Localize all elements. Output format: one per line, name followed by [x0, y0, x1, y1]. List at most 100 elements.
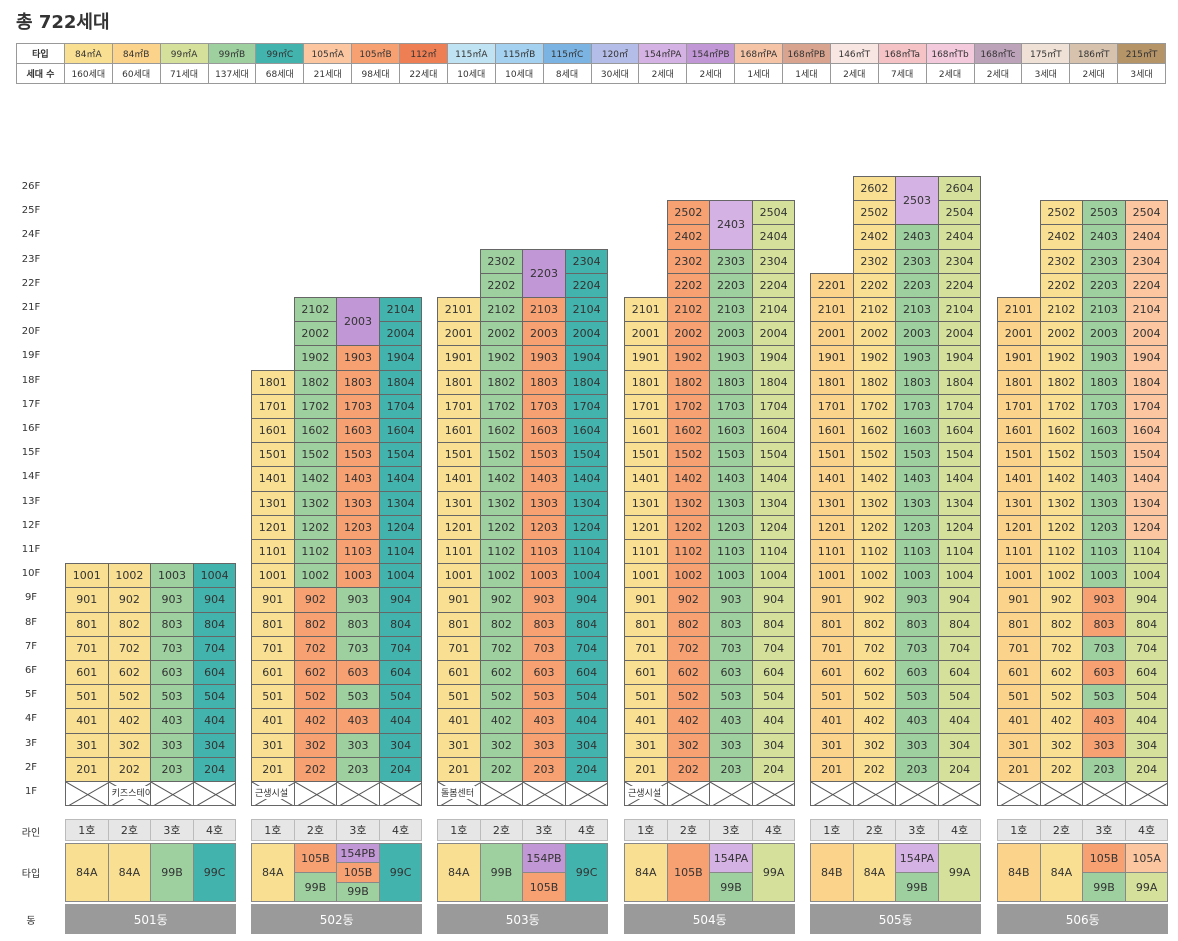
- legend-count-84A: 160세대: [63, 63, 113, 84]
- legend-type-84A: 84㎡A: [63, 43, 113, 64]
- unit-cell: 1403: [522, 466, 566, 492]
- unit-cell: 402: [107, 708, 152, 734]
- type-cell: 99C: [192, 843, 237, 902]
- first-floor-cell: [479, 781, 524, 807]
- unit-cell: 1303: [1082, 490, 1126, 516]
- unit-cell: 2001: [437, 321, 481, 347]
- unit-cell: 1401: [997, 466, 1041, 492]
- unit-cell: 1703: [336, 393, 380, 419]
- unit-cell: 1503: [895, 442, 939, 468]
- unit-cell: 701: [437, 635, 481, 661]
- unit-cell: 202: [1039, 756, 1084, 782]
- unit-cell: 501: [251, 684, 295, 710]
- unit-cell: 803: [522, 611, 566, 637]
- legend-count-154PA: 2세대: [638, 63, 688, 84]
- unit-cell: 703: [1082, 635, 1126, 661]
- floor-label-5F: 5F: [24, 689, 38, 701]
- unit-cell: 1304: [1124, 490, 1169, 516]
- line-header: 2호: [666, 819, 711, 841]
- floor-label-13F: 13F: [21, 495, 41, 507]
- unit-cell: 1003: [336, 563, 380, 589]
- penthouse-cell: 2203: [522, 248, 566, 298]
- unit-cell: 602: [1039, 660, 1084, 686]
- unit-cell: 1501: [624, 442, 668, 468]
- unit-cell: 601: [810, 660, 854, 686]
- floor-label-17F: 17F: [21, 398, 41, 410]
- type-cell: 99C: [378, 843, 423, 902]
- unit-cell: 1301: [624, 490, 668, 516]
- cross-mark-icon: [853, 782, 896, 806]
- unit-cell: 2104: [751, 297, 796, 323]
- unit-cell: 1501: [810, 442, 854, 468]
- unit-cell: 1204: [378, 514, 423, 540]
- line-header: 2호: [852, 819, 897, 841]
- unit-cell: 202: [107, 756, 152, 782]
- type-cell: 105B: [336, 862, 380, 883]
- unit-cell: 1501: [437, 442, 481, 468]
- unit-cell: 503: [150, 684, 194, 710]
- legend-type-146T: 146㎡T: [829, 43, 879, 64]
- facility-label: 키즈스테이션: [110, 786, 151, 799]
- unit-cell: 2001: [624, 321, 668, 347]
- facility-label: 돌봄센터: [440, 786, 476, 799]
- unit-cell: 1304: [378, 490, 423, 516]
- unit-cell: 801: [624, 611, 668, 637]
- unit-cell: 1003: [150, 563, 194, 589]
- cross-mark-icon: [337, 782, 379, 806]
- unit-cell: 2203: [709, 272, 753, 298]
- unit-cell: 1001: [437, 563, 481, 589]
- unit-cell: 1404: [378, 466, 423, 492]
- unit-cell: 2404: [1124, 224, 1169, 250]
- unit-cell: 1101: [997, 539, 1041, 565]
- floor-label-22F: 22F: [21, 277, 41, 289]
- first-floor-cell: [192, 781, 237, 807]
- unit-cell: 804: [564, 611, 609, 637]
- unit-cell: 1104: [564, 539, 609, 565]
- unit-cell: 1904: [937, 345, 982, 371]
- unit-cell: 604: [751, 660, 796, 686]
- unit-cell: 2304: [1124, 248, 1169, 274]
- type-legend-table: 타입 84㎡A 84㎡B 99㎡A 99㎡B 99㎡C 105㎡A 105㎡B 112㎡ 115…: [16, 43, 1166, 84]
- unit-cell: 2203: [895, 272, 939, 298]
- unit-cell: 1002: [293, 563, 338, 589]
- unit-cell: 2102: [293, 297, 338, 323]
- unit-cell: 2204: [751, 272, 796, 298]
- unit-cell: 2404: [751, 224, 796, 250]
- unit-cell: 1903: [709, 345, 753, 371]
- unit-cell: 2104: [564, 297, 609, 323]
- legend-count-99A: 71세대: [159, 63, 209, 84]
- unit-cell: 1104: [751, 539, 796, 565]
- unit-cell: 1504: [1124, 442, 1169, 468]
- first-floor-cell: [150, 781, 194, 807]
- cross-mark-icon: [811, 782, 853, 806]
- row-label-line: 라인: [21, 828, 41, 839]
- unit-cell: 2202: [852, 272, 897, 298]
- type-cell: 99A: [1124, 872, 1169, 902]
- unit-cell: 1804: [378, 369, 423, 395]
- type-cell: 105A: [1124, 843, 1169, 873]
- legend-count-115C: 8세대: [542, 63, 592, 84]
- type-cell: 99A: [937, 843, 982, 902]
- unit-cell: 301: [624, 732, 668, 758]
- unit-cell: 604: [1124, 660, 1169, 686]
- unit-cell: 403: [522, 708, 566, 734]
- unit-cell: 402: [666, 708, 711, 734]
- unit-cell: 801: [810, 611, 854, 637]
- unit-cell: 1002: [1039, 563, 1084, 589]
- unit-cell: 2504: [1124, 200, 1169, 226]
- unit-cell: 1804: [564, 369, 609, 395]
- line-header: 1호: [65, 819, 109, 841]
- legend-count-105B: 98세대: [351, 63, 400, 84]
- unit-cell: 2003: [895, 321, 939, 347]
- legend-count-168PB: 1세대: [782, 63, 831, 84]
- unit-cell: 1904: [1124, 345, 1169, 371]
- unit-cell: 1101: [810, 539, 854, 565]
- unit-cell: 1504: [378, 442, 423, 468]
- unit-cell: 204: [751, 756, 796, 782]
- unit-cell: 1402: [666, 466, 711, 492]
- unit-cell: 504: [378, 684, 423, 710]
- unit-cell: 203: [1082, 756, 1126, 782]
- unit-cell: 1704: [1124, 393, 1169, 419]
- unit-cell: 302: [479, 732, 524, 758]
- type-cell: 84B: [997, 843, 1041, 902]
